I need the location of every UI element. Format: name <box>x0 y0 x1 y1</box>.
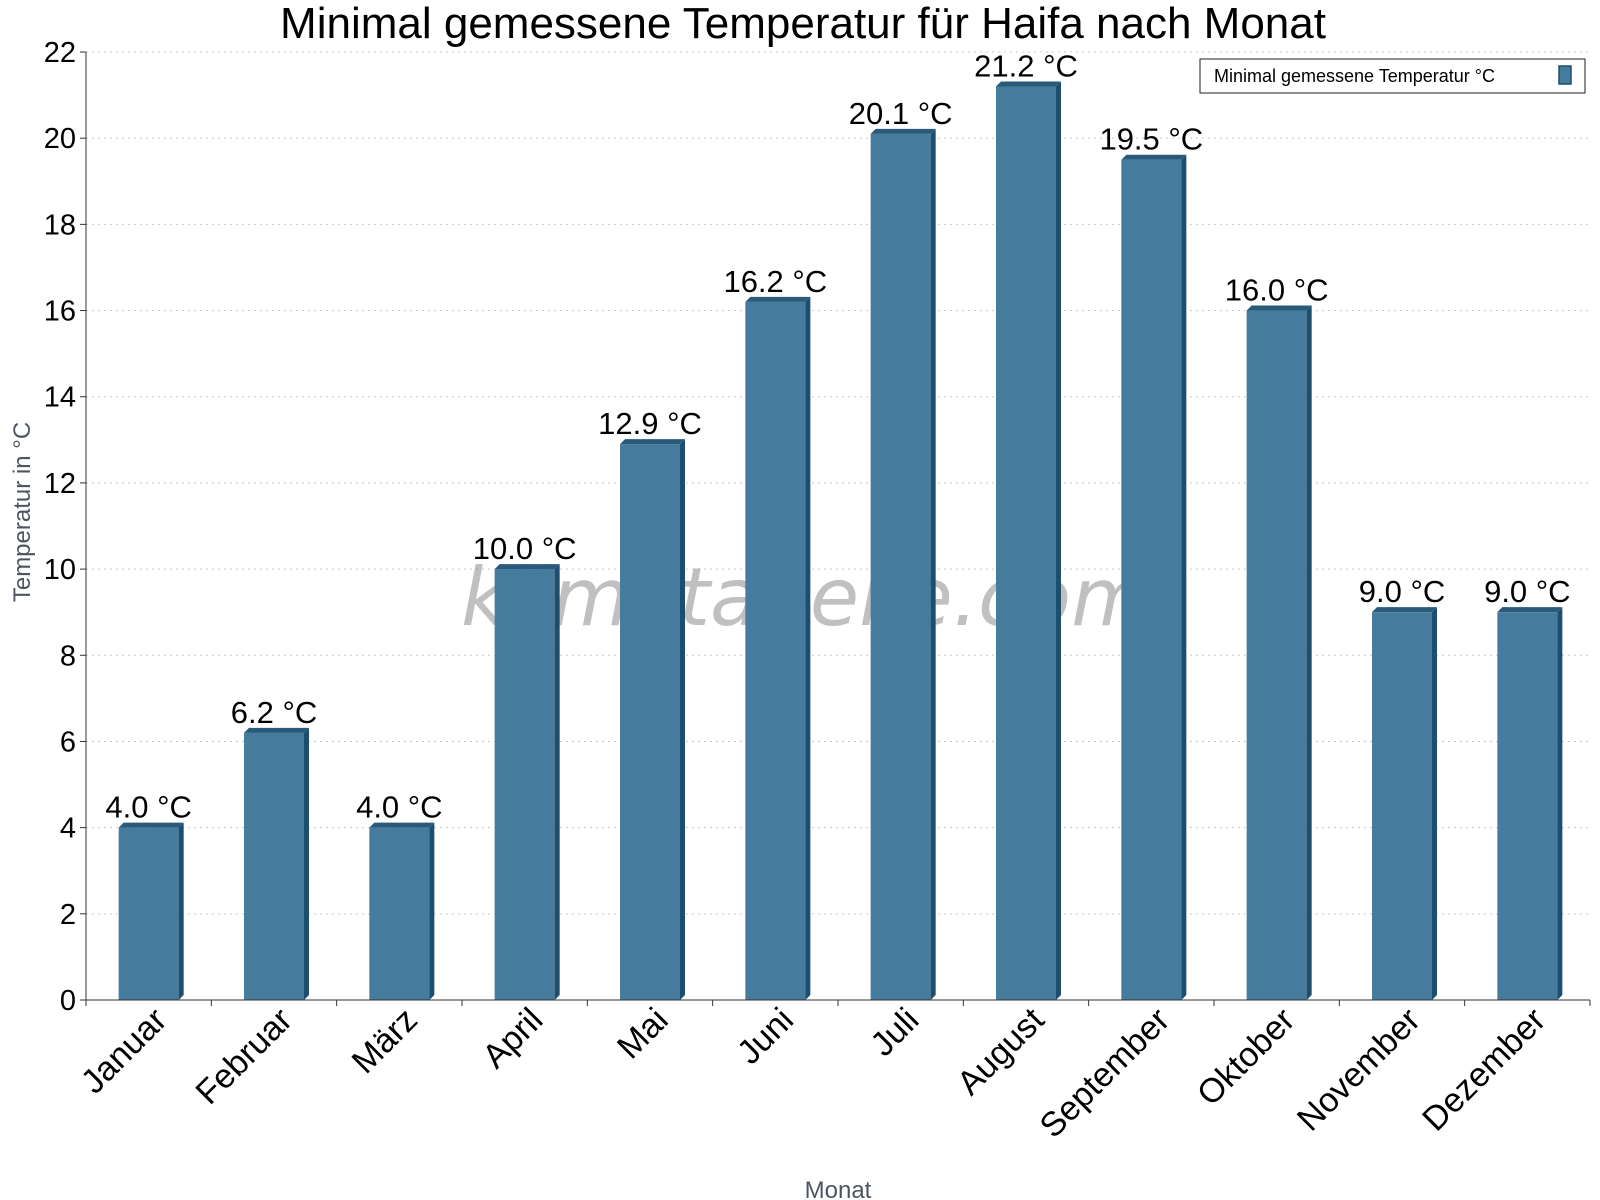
bar-group <box>494 564 560 1000</box>
bar-group <box>369 822 435 1000</box>
bar <box>870 133 931 1000</box>
bar <box>1372 612 1432 1000</box>
y-tick-label: 10 <box>44 554 76 586</box>
data-label: 16.2 °C <box>723 264 827 299</box>
bar <box>1121 159 1182 1000</box>
bar-top <box>369 822 435 828</box>
bar-group <box>244 727 309 1000</box>
bar-side <box>930 128 936 1000</box>
bar-side <box>1557 607 1563 1000</box>
x-tick-label: Juni <box>730 1001 801 1072</box>
y-tick-label: 0 <box>60 985 76 1017</box>
data-label: 16.0 °C <box>1225 273 1329 308</box>
bar-side <box>429 822 435 1000</box>
data-label: 19.5 °C <box>1099 122 1203 157</box>
bar-top <box>996 81 1061 87</box>
y-tick-label: 16 <box>44 296 76 328</box>
bars-layer: 4.0 °C 6.2 °C 4.0 °C 10.0 °C 12.9 °C 16.2 °C 2… <box>105 48 1571 1001</box>
bar-group <box>620 439 685 1000</box>
x-tick-label: Juli <box>863 1001 926 1064</box>
bar-side <box>178 822 184 1000</box>
data-label: 10.0 °C <box>473 531 577 566</box>
y-tick-label: 12 <box>44 468 76 500</box>
x-tick-label: Oktober <box>1190 1001 1302 1113</box>
bar <box>494 569 555 1000</box>
data-label: 21.2 °C <box>974 48 1078 83</box>
bar-group <box>1497 607 1563 1000</box>
data-label: 4.0 °C <box>356 790 443 825</box>
data-label: 20.1 °C <box>849 96 953 131</box>
bar-side <box>805 296 811 1001</box>
x-tick-label: Dezember <box>1415 1001 1553 1139</box>
y-tick-label: 2 <box>60 899 76 931</box>
y-tick-label: 4 <box>60 813 76 845</box>
grid-layer <box>86 51 1590 915</box>
chart-title: Minimal gemessene Temperatur für Haifa n… <box>280 0 1326 48</box>
x-tick-label: Mai <box>610 1001 676 1067</box>
bar-group <box>118 822 184 1000</box>
x-tick-label: August <box>950 1000 1052 1102</box>
data-label: 12.9 °C <box>598 406 702 441</box>
bar-group <box>996 81 1061 1001</box>
y-tick-label: 6 <box>60 726 76 758</box>
bar-side <box>1056 81 1061 1001</box>
bar-top <box>244 727 309 733</box>
data-label: 9.0 °C <box>1359 574 1446 609</box>
y-tick-label: 14 <box>44 382 76 414</box>
bar <box>118 827 179 1000</box>
bar <box>1497 612 1558 1000</box>
bar-side <box>1306 305 1312 1001</box>
bar-side <box>1181 154 1187 1000</box>
bar <box>369 827 430 1000</box>
bar <box>1246 310 1307 1001</box>
x-tick-label: März <box>345 1001 425 1081</box>
data-label: 6.2 °C <box>231 695 318 730</box>
bar-top <box>1246 305 1312 311</box>
data-label: 4.0 °C <box>105 790 192 825</box>
bar <box>620 444 680 1000</box>
bar-top <box>1372 607 1437 613</box>
legend-box <box>1199 58 1586 94</box>
x-axis-label: Monat <box>805 1177 872 1200</box>
bar-group <box>1246 305 1312 1001</box>
bar-group <box>1372 607 1437 1000</box>
legend-swatch <box>1558 65 1572 85</box>
legend-label: Minimal gemessene Temperatur °C <box>1214 66 1495 86</box>
bar-top <box>1497 607 1563 613</box>
x-tick-label: Januar <box>74 1001 174 1101</box>
bar-top <box>620 439 685 445</box>
bar-group <box>745 296 811 1001</box>
y-tick-label: 18 <box>44 209 76 241</box>
bar-group <box>1121 154 1187 1000</box>
x-tick-label: April <box>475 1001 550 1076</box>
bar-side <box>304 727 309 1000</box>
bar-top <box>118 822 184 828</box>
x-tick-label: Februar <box>189 1001 300 1112</box>
x-tick-label: November <box>1290 1001 1428 1139</box>
bar-side <box>680 439 685 1000</box>
y-axis-label: Temperatur in °C <box>9 422 36 602</box>
bar <box>244 732 304 1000</box>
data-label: 9.0 °C <box>1484 574 1571 609</box>
x-tick-label: September <box>1033 1001 1177 1145</box>
bar-top <box>870 128 936 134</box>
y-tick-label: 8 <box>60 640 76 672</box>
bar <box>996 86 1056 1001</box>
bar-top <box>745 296 811 302</box>
legend: Minimal gemessene Temperatur °C <box>1199 58 1586 94</box>
bar-group <box>870 128 936 1000</box>
y-tick-label: 22 <box>44 37 76 69</box>
bar-side <box>554 564 560 1000</box>
bar-top <box>1121 154 1187 160</box>
bar-side <box>1432 607 1437 1000</box>
bar-top <box>494 564 560 570</box>
y-tick-label: 20 <box>44 123 76 155</box>
bar <box>745 301 806 1001</box>
